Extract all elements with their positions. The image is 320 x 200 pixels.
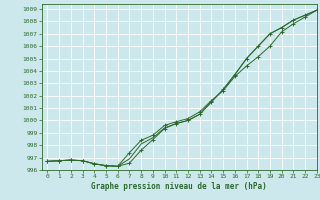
X-axis label: Graphe pression niveau de la mer (hPa): Graphe pression niveau de la mer (hPa) [91, 182, 267, 191]
